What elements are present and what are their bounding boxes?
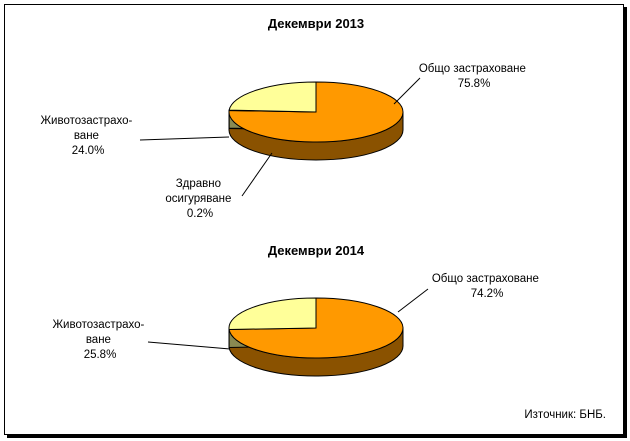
slice-label-general-insurance-2014: Общо застраховане 74.2% — [432, 273, 542, 300]
pie-chart-2013 — [228, 81, 404, 161]
leader-line-life-2014 — [147, 341, 231, 350]
slice-label-life-insurance-2013: Животозастрахо- ване 24.0% — [40, 115, 135, 157]
slice-label-general-insurance-2013: Общо застраховане 75.8% — [419, 63, 529, 90]
pie-slice-0-2 — [228, 81, 317, 113]
leader-line-general-2013 — [393, 77, 421, 105]
chart-title-2014: Декември 2014 — [268, 243, 365, 258]
pie-slice-1-1 — [228, 297, 317, 331]
leader-line-life-2013 — [139, 136, 230, 141]
pie-chart-2014 — [228, 297, 404, 377]
slice-label-life-insurance-2014: Животозастрахо- ване 25.8% — [52, 319, 147, 361]
source-note: Източник: БНБ. — [524, 409, 606, 421]
leader-line-health-2013 — [241, 152, 273, 197]
chart-title-2013: Декември 2013 — [268, 16, 364, 31]
leader-line-general-2014 — [397, 288, 429, 313]
slice-label-health-insurance-2013: Здравно осигуряване 0.2% — [165, 178, 234, 220]
